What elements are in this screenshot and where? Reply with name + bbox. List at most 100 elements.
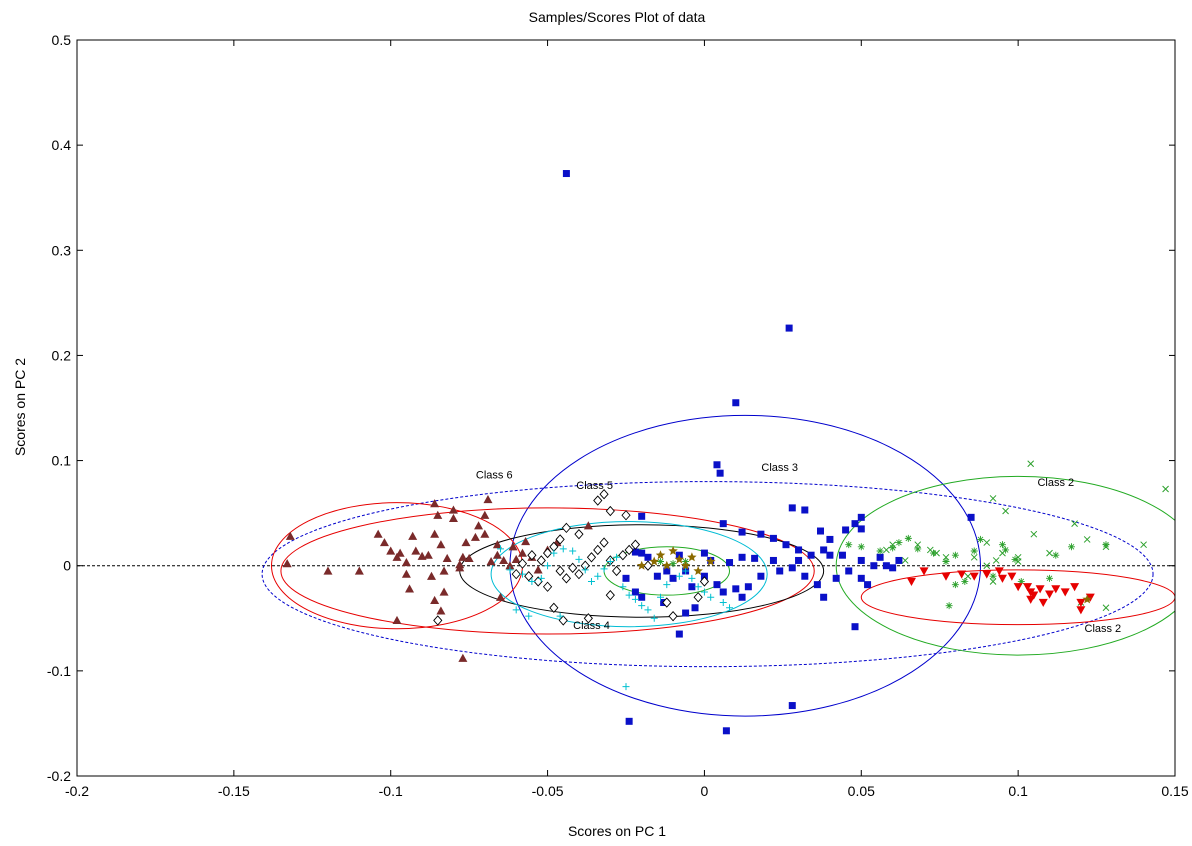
data-point	[941, 572, 951, 581]
data-point	[1026, 595, 1036, 604]
data-point	[998, 541, 1006, 549]
x-tick-label: -0.1	[379, 783, 403, 799]
data-point	[992, 557, 1000, 564]
data-point	[1030, 530, 1038, 538]
data-point	[559, 545, 567, 553]
data-point	[638, 602, 646, 610]
data-point	[951, 581, 959, 589]
data-point	[1140, 541, 1147, 549]
data-point	[976, 535, 984, 543]
data-point	[508, 542, 518, 551]
data-point	[480, 529, 490, 538]
confidence-ellipse	[490, 521, 768, 628]
data-point	[458, 552, 468, 561]
data-point	[569, 547, 577, 555]
data-point	[1082, 594, 1092, 604]
data-point	[606, 558, 614, 566]
data-point	[1035, 585, 1045, 594]
data-point	[653, 572, 661, 580]
data-point	[448, 513, 458, 522]
data-point	[782, 541, 790, 549]
data-point	[533, 565, 543, 574]
data-point	[587, 577, 595, 585]
data-point	[605, 505, 615, 517]
data-point	[448, 505, 458, 514]
data-point	[611, 565, 622, 577]
data-point	[997, 574, 1007, 583]
data-point	[1007, 572, 1017, 581]
data-point	[904, 534, 912, 542]
x-tick-label: 0.1	[1008, 783, 1028, 799]
data-point	[1060, 588, 1070, 597]
data-point	[643, 560, 653, 571]
data-point	[593, 495, 603, 506]
data-point	[807, 551, 815, 559]
data-point	[492, 550, 502, 559]
data-point	[386, 546, 396, 555]
data-point	[599, 537, 609, 548]
data-point	[594, 572, 602, 580]
y-tick-label: -0.1	[47, 663, 71, 679]
data-point	[1045, 590, 1055, 599]
data-point	[561, 522, 571, 534]
data-point	[583, 613, 593, 624]
class-annotation: Class 2	[1085, 623, 1122, 635]
data-point	[1002, 507, 1009, 515]
data-point	[574, 528, 584, 540]
data-point	[857, 574, 865, 582]
data-point	[707, 593, 715, 601]
data-point	[436, 540, 446, 549]
data-point	[1051, 585, 1061, 594]
data-point	[751, 554, 759, 562]
data-point	[1052, 551, 1060, 559]
data-point	[622, 574, 630, 582]
data-point	[688, 583, 696, 591]
data-point	[795, 556, 803, 564]
data-point	[776, 567, 784, 575]
data-point	[1102, 604, 1110, 612]
data-point	[983, 562, 991, 570]
data-point	[732, 585, 740, 593]
x-tick-label: 0.15	[1161, 783, 1188, 799]
data-point	[1067, 543, 1075, 551]
data-point	[669, 560, 677, 568]
data-point	[795, 546, 803, 554]
data-point	[636, 560, 647, 570]
data-point	[586, 552, 597, 563]
data-point	[401, 558, 411, 567]
data-point	[801, 572, 809, 580]
data-point	[813, 581, 821, 589]
data-point	[1083, 536, 1091, 543]
data-point	[970, 553, 978, 561]
data-point	[395, 548, 405, 557]
data-point	[470, 532, 480, 541]
data-point	[957, 570, 967, 579]
data-point	[700, 549, 708, 557]
data-point	[622, 683, 630, 691]
data-point	[433, 615, 443, 626]
data-point	[732, 399, 740, 407]
data-point	[1070, 583, 1080, 592]
x-axis-title: Scores on PC 1	[568, 823, 666, 839]
data-point	[967, 513, 975, 521]
data-point	[832, 574, 840, 582]
data-point	[464, 553, 474, 562]
data-point	[354, 566, 364, 575]
data-point	[674, 554, 685, 564]
data-point	[497, 545, 505, 553]
data-point	[693, 566, 703, 575]
confidence-ellipse	[835, 475, 1175, 656]
y-axis-title: Scores on PC 2	[12, 358, 28, 456]
data-point	[496, 592, 506, 601]
data-point	[801, 506, 809, 514]
class-annotation: Class 4	[573, 620, 610, 632]
data-point	[392, 615, 402, 624]
data-point	[788, 564, 796, 572]
data-point	[1046, 549, 1053, 557]
data-point	[838, 551, 846, 559]
data-point	[455, 563, 465, 572]
y-tick-label: 0.1	[52, 453, 72, 469]
data-point	[599, 489, 609, 500]
data-point	[826, 535, 834, 543]
data-point	[857, 556, 865, 564]
